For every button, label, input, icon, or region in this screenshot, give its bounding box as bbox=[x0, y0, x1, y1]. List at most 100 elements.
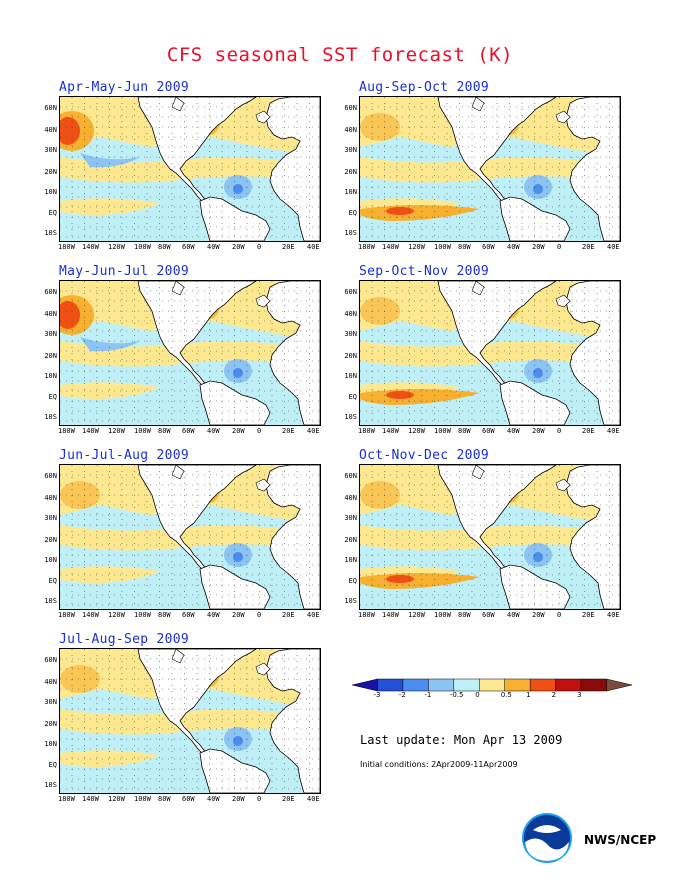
longitude-label: 20W bbox=[532, 427, 545, 435]
panel-title: Apr-May-Jun 2009 bbox=[59, 80, 190, 95]
longitude-label: 140W bbox=[382, 243, 399, 251]
colorbar-label: -2 bbox=[398, 691, 406, 699]
longitude-label: 40E bbox=[607, 243, 620, 251]
latitude-label: 10N bbox=[44, 556, 57, 564]
longitude-label: 140W bbox=[82, 427, 99, 435]
longitude-label: 140W bbox=[82, 243, 99, 251]
latitude-label: 60N bbox=[44, 656, 57, 664]
longitude-label: 180W bbox=[358, 611, 375, 619]
latitude-label: 10S bbox=[44, 781, 57, 789]
longitude-label: 20E bbox=[582, 243, 595, 251]
latitude-label: 10N bbox=[44, 372, 57, 380]
longitude-label: 180W bbox=[358, 243, 375, 251]
longitude-label: 80W bbox=[458, 611, 471, 619]
latitude-label: 10N bbox=[344, 372, 357, 380]
colorbar-segment bbox=[428, 678, 455, 692]
longitude-label: 20W bbox=[532, 611, 545, 619]
latitude-label: 60N bbox=[344, 104, 357, 112]
sst-map-panel bbox=[359, 464, 621, 610]
longitude-label: 100W bbox=[134, 795, 151, 803]
latitude-label: 10S bbox=[44, 413, 57, 421]
colorbar-label: -1 bbox=[424, 691, 432, 699]
longitude-label: 40W bbox=[507, 243, 520, 251]
longitude-label: 80W bbox=[458, 243, 471, 251]
latitude-label: 40N bbox=[344, 126, 357, 134]
longitude-label: 40W bbox=[207, 243, 220, 251]
longitude-label: 120W bbox=[108, 795, 125, 803]
longitude-label: 140W bbox=[82, 795, 99, 803]
colorbar-segment bbox=[504, 678, 531, 692]
latitude-label: 10N bbox=[344, 556, 357, 564]
latitude-label: 20N bbox=[44, 168, 57, 176]
color-bar bbox=[351, 677, 633, 696]
longitude-label: 60W bbox=[182, 795, 195, 803]
color-bar-graphic bbox=[351, 678, 633, 692]
longitude-label: 180W bbox=[58, 243, 75, 251]
latitude-label: 10N bbox=[44, 740, 57, 748]
latitude-label: 60N bbox=[344, 472, 357, 480]
longitude-label: 20E bbox=[582, 427, 595, 435]
panel-title: Aug-Sep-Oct 2009 bbox=[359, 80, 490, 95]
panel-title: Sep-Oct-Nov 2009 bbox=[359, 264, 490, 279]
colorbar-segment bbox=[453, 678, 480, 692]
latitude-label: 40N bbox=[44, 678, 57, 686]
colorbar-label: 0.5 bbox=[500, 691, 512, 699]
longitude-label: 100W bbox=[434, 243, 451, 251]
colorbar-label: -3 bbox=[373, 691, 381, 699]
longitude-label: 0 bbox=[257, 243, 262, 251]
sst-map-panel bbox=[359, 96, 621, 242]
longitude-label: 40W bbox=[207, 795, 220, 803]
latitude-label: 10N bbox=[44, 188, 57, 196]
sst-map-panel bbox=[59, 648, 321, 794]
latitude-label: 60N bbox=[44, 104, 57, 112]
longitude-label: 0 bbox=[257, 795, 262, 803]
longitude-label: 60W bbox=[482, 611, 495, 619]
longitude-label: 180W bbox=[58, 611, 75, 619]
latitude-label: 10S bbox=[344, 413, 357, 421]
colorbar-label: -0.5 bbox=[449, 691, 464, 699]
sst-map-panel bbox=[359, 280, 621, 426]
last-update: Last update: Mon Apr 13 2009 bbox=[360, 733, 563, 747]
latitude-label: 40N bbox=[344, 494, 357, 502]
latitude-label: EQ bbox=[348, 209, 357, 217]
colorbar-segment bbox=[402, 678, 429, 692]
latitude-label: 20N bbox=[44, 352, 57, 360]
colorbar-segment bbox=[529, 678, 556, 692]
longitude-label: 100W bbox=[434, 427, 451, 435]
longitude-label: 40E bbox=[307, 795, 320, 803]
longitude-label: 0 bbox=[557, 243, 562, 251]
longitude-label: 60W bbox=[182, 427, 195, 435]
longitude-label: 140W bbox=[82, 611, 99, 619]
latitude-label: EQ bbox=[348, 393, 357, 401]
longitude-label: 20W bbox=[232, 611, 245, 619]
longitude-label: 140W bbox=[382, 427, 399, 435]
longitude-label: 20E bbox=[282, 427, 295, 435]
latitude-label: 20N bbox=[344, 352, 357, 360]
longitude-label: 180W bbox=[58, 427, 75, 435]
latitude-label: EQ bbox=[48, 393, 57, 401]
longitude-label: 20E bbox=[282, 243, 295, 251]
latitude-label: 40N bbox=[44, 126, 57, 134]
longitude-label: 20E bbox=[282, 611, 295, 619]
latitude-label: 30N bbox=[344, 514, 357, 522]
latitude-label: EQ bbox=[48, 209, 57, 217]
latitude-label: 30N bbox=[344, 330, 357, 338]
longitude-label: 40W bbox=[207, 427, 220, 435]
colorbar-segment bbox=[606, 678, 633, 692]
latitude-label: EQ bbox=[48, 761, 57, 769]
colorbar-segment bbox=[377, 678, 404, 692]
latitude-label: 30N bbox=[44, 698, 57, 706]
longitude-label: 60W bbox=[482, 427, 495, 435]
latitude-label: 60N bbox=[44, 288, 57, 296]
longitude-label: 60W bbox=[182, 243, 195, 251]
agency-label: NWS/NCEP bbox=[584, 833, 657, 847]
longitude-label: 40E bbox=[307, 427, 320, 435]
latitude-label: EQ bbox=[48, 577, 57, 585]
latitude-label: 10S bbox=[44, 597, 57, 605]
noaa-logo-icon bbox=[521, 812, 573, 868]
longitude-label: 0 bbox=[557, 611, 562, 619]
latitude-label: EQ bbox=[348, 577, 357, 585]
longitude-label: 80W bbox=[158, 611, 171, 619]
colorbar-label: 3 bbox=[577, 691, 582, 699]
colorbar-segment bbox=[351, 678, 378, 692]
